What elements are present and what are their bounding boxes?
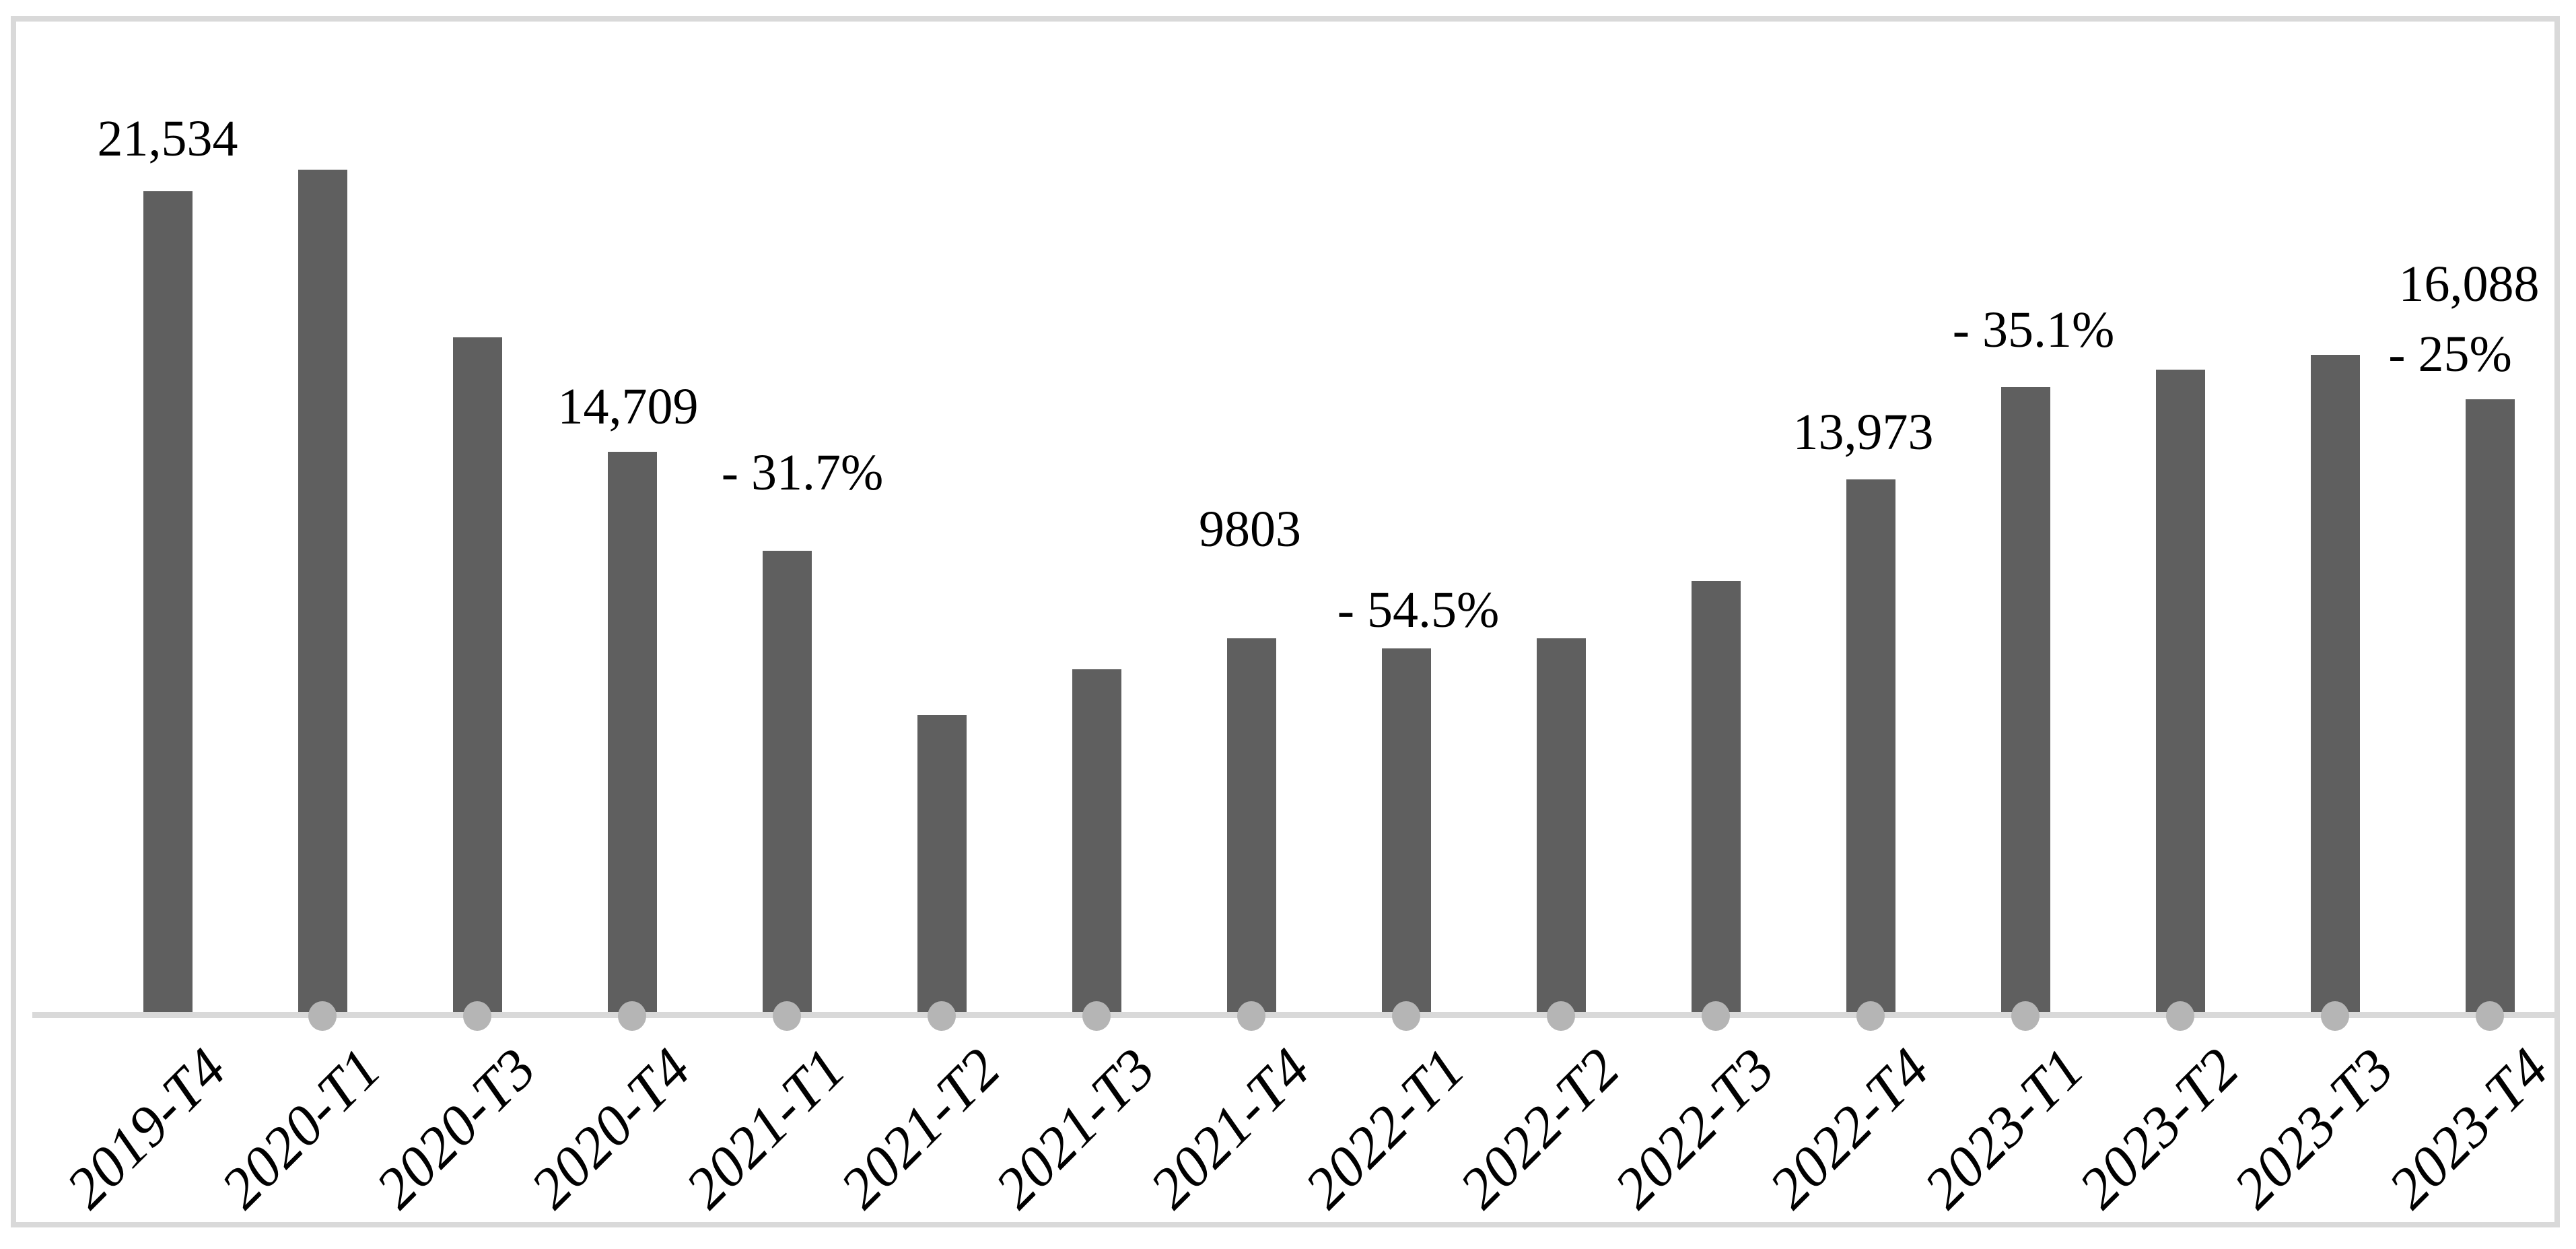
axis-marker-2021-T3	[1082, 1001, 1111, 1031]
axis-marker-2023-T2	[2166, 1001, 2194, 1031]
chart-frame-border	[11, 16, 2560, 1227]
bar-2020-T1	[298, 170, 347, 1012]
axis-marker-2021-T4	[1237, 1001, 1265, 1031]
data-label--54.5%: - 54.5%	[1337, 582, 1500, 638]
axis-marker-2021-T1	[773, 1001, 801, 1031]
data-label-21534: 21,534	[97, 110, 238, 167]
bar-2021-T3	[1072, 669, 1121, 1012]
bar-2023-T3	[2310, 355, 2360, 1012]
x-axis-line	[32, 1012, 2555, 1018]
x-axis-label-2023-T4: 2023-T4	[2375, 1036, 2561, 1221]
x-axis-label-2022-T3: 2022-T3	[1601, 1036, 1786, 1221]
data-label-9803: 9803	[1199, 501, 1301, 558]
data-label--25%: - 25%	[2388, 326, 2512, 382]
x-axis-label-2023-T2: 2023-T2	[2066, 1036, 2251, 1221]
data-label--35.1%: - 35.1%	[1952, 302, 2115, 358]
bar-2022-T3	[1691, 581, 1741, 1012]
data-label-14709: 14,709	[557, 378, 699, 435]
x-axis-label-2022-T2: 2022-T2	[1447, 1036, 1632, 1221]
axis-marker-2020-T3	[463, 1001, 491, 1031]
data-label--31.7%: - 31.7%	[721, 444, 884, 501]
bar-2020-T3	[452, 337, 502, 1012]
axis-marker-2023-T4	[2476, 1001, 2504, 1031]
x-axis-label-2019-T4: 2019-T4	[53, 1036, 238, 1221]
data-label-16088: 16,088	[2398, 256, 2540, 312]
axis-marker-2023-T1	[2011, 1001, 2040, 1031]
bar-2023-T4	[2465, 399, 2515, 1012]
x-axis-label-2023-T1: 2023-T1	[1911, 1036, 2096, 1221]
axis-marker-2022-T3	[1702, 1001, 1730, 1031]
axis-marker-2023-T3	[2321, 1001, 2349, 1031]
bar-2023-T1	[2000, 387, 2050, 1012]
bar-2020-T4	[607, 452, 657, 1012]
x-axis-label-2022-T1: 2022-T1	[1292, 1036, 1477, 1221]
bar-2023-T2	[2155, 370, 2205, 1012]
bar-2021-T2	[917, 715, 967, 1012]
x-axis-label-2020-T4: 2020-T4	[518, 1036, 703, 1221]
x-axis-label-2020-T1: 2020-T1	[208, 1036, 393, 1221]
x-axis-label-2021-T1: 2021-T1	[672, 1036, 858, 1221]
axis-marker-2020-T1	[308, 1001, 337, 1031]
x-axis-label-2020-T3: 2020-T3	[363, 1036, 548, 1221]
bar-2022-T2	[1536, 638, 1586, 1012]
axis-marker-2022-T4	[1856, 1001, 1885, 1031]
bar-2021-T1	[762, 551, 812, 1012]
x-axis-label-2021-T4: 2021-T4	[1137, 1036, 1322, 1221]
axis-marker-2020-T4	[618, 1001, 646, 1031]
x-axis-label-2023-T3: 2023-T3	[2221, 1036, 2406, 1221]
axis-marker-2022-T1	[1392, 1001, 1420, 1031]
bar-2022-T1	[1381, 648, 1431, 1012]
axis-marker-2021-T2	[928, 1001, 956, 1031]
data-label-13973: 13,973	[1792, 404, 1934, 461]
x-axis-label-2022-T4: 2022-T4	[1756, 1036, 1941, 1221]
x-axis-label-2021-T3: 2021-T3	[982, 1036, 1167, 1221]
bar-2022-T4	[1846, 479, 1895, 1012]
axis-marker-2022-T2	[1547, 1001, 1575, 1031]
bar-2021-T4	[1226, 638, 1276, 1012]
bar-2019-T4	[143, 191, 193, 1012]
x-axis-label-2021-T2: 2021-T2	[827, 1036, 1012, 1221]
